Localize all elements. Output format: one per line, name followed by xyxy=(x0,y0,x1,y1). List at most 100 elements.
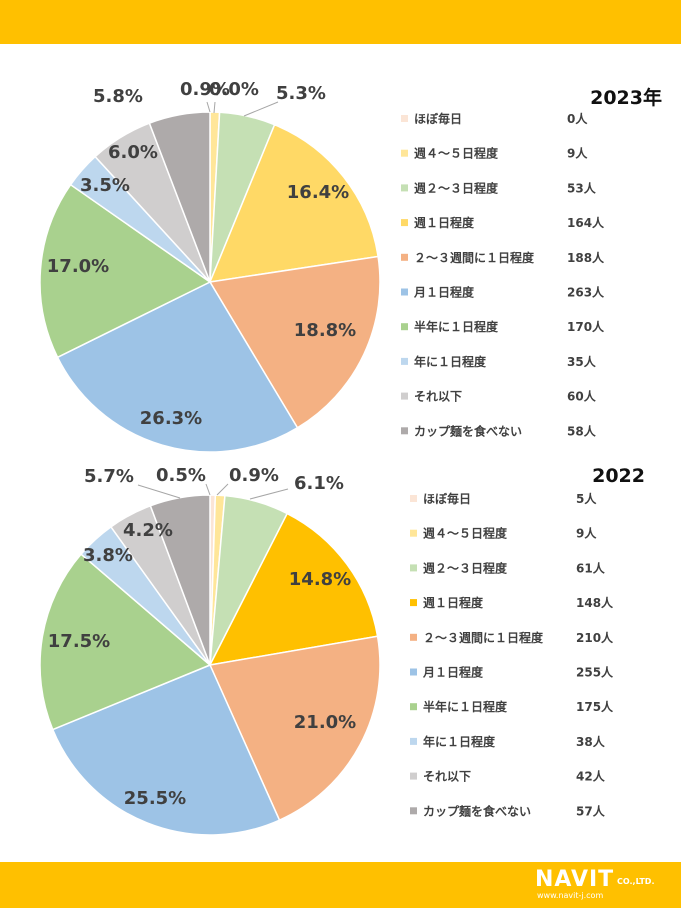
legend-marker xyxy=(401,357,408,365)
legend-value: 188人 xyxy=(567,250,605,265)
legend-label: 月１日程度 xyxy=(422,665,484,680)
percent-label: 5.3% xyxy=(276,83,326,104)
percent-label: 26.3% xyxy=(140,408,202,429)
legend-marker xyxy=(410,495,417,502)
leader-line xyxy=(243,101,279,117)
percent-label: 0.5% xyxy=(156,465,206,486)
percent-label: 5.7% xyxy=(84,466,134,487)
percent-label: 17.0% xyxy=(47,256,109,277)
legend-value: 5人 xyxy=(576,491,597,506)
legend-label: 半年に１日程度 xyxy=(414,319,499,334)
legend-label: 週１日程度 xyxy=(423,595,484,610)
legend-marker xyxy=(410,772,417,780)
percent-label: 17.5% xyxy=(48,631,110,652)
legend-marker xyxy=(401,115,408,122)
legend-value: 210人 xyxy=(576,630,614,645)
legend-marker xyxy=(401,288,408,296)
legend-label: 週１日程度 xyxy=(414,215,475,230)
percent-label: 0.0% xyxy=(209,79,259,100)
logo-suffix: CO.,LTD. xyxy=(617,877,655,886)
logo-name: NAVIT xyxy=(535,867,615,892)
leader-line xyxy=(205,483,211,496)
pie-slice xyxy=(208,635,381,822)
percent-label: 6.1% xyxy=(294,473,344,494)
legend-marker xyxy=(410,633,417,641)
percent-label: 6.0% xyxy=(108,142,158,163)
legend-marker xyxy=(401,219,408,227)
legend-value: 164人 xyxy=(567,215,605,230)
legend-marker xyxy=(410,668,417,676)
pie-slice xyxy=(208,255,381,429)
percent-label: 0.9% xyxy=(229,465,279,486)
footer-band xyxy=(0,862,681,908)
legend-marker xyxy=(401,184,408,192)
legend-value: 9人 xyxy=(576,526,597,541)
legend-value: 58人 xyxy=(567,423,597,438)
percent-label: 16.4% xyxy=(287,182,349,203)
legend-value: 9人 xyxy=(567,146,588,161)
legend-label: 半年に１日程度 xyxy=(423,699,508,714)
legend-value: 255人 xyxy=(576,665,614,680)
legend-marker xyxy=(401,253,408,261)
legend-marker xyxy=(401,427,408,435)
legend-value: 35人 xyxy=(567,354,597,369)
legend-marker xyxy=(410,529,417,537)
logo-url: www.navit-j.com xyxy=(537,891,604,900)
pie-slice xyxy=(208,123,379,283)
legend-value: 61人 xyxy=(576,560,606,575)
legend-value: 57人 xyxy=(576,803,606,818)
legend-label: 年に１日程度 xyxy=(423,734,496,749)
percent-label: 3.8% xyxy=(83,545,133,566)
legend-value: 0人 xyxy=(567,111,588,126)
pie-slice xyxy=(39,183,212,359)
legend-value: 175人 xyxy=(576,699,614,714)
legend-label: 週４～５日程度 xyxy=(423,526,508,541)
pie-chart-2022: 2022 0.5% 0.9% 6.1% 14.8% 21.0% 25.5% 17.5% 3.8%… xyxy=(39,465,645,836)
chart-title: 2023年 xyxy=(590,86,662,109)
legend-marker xyxy=(401,323,408,331)
legend-label: それ以下 xyxy=(414,390,462,404)
legend-label: それ以下 xyxy=(423,770,471,784)
pie-slice xyxy=(39,553,212,731)
legend-value: 42人 xyxy=(576,769,606,784)
percent-label: 0.9% xyxy=(180,79,230,100)
legend-marker xyxy=(410,807,417,815)
legend-label: ほぼ毎日 xyxy=(423,491,471,506)
legend-label: カップ麺を食べない xyxy=(414,423,522,438)
legend-value: 170人 xyxy=(567,319,605,334)
legend-label: ほぼ毎日 xyxy=(414,111,462,126)
navit-logo: NAVIT CO.,LTD. www.navit-j.com xyxy=(535,867,665,903)
legend-label: ２～３週間に１日程度 xyxy=(414,250,535,265)
legend-marker xyxy=(410,564,417,572)
leader-line xyxy=(137,484,181,499)
legend-marker xyxy=(410,737,417,745)
legend-value: 38人 xyxy=(576,734,606,749)
leader-line xyxy=(249,488,289,500)
legend-label: 週２～３日程度 xyxy=(414,180,499,195)
chart-title: 2022 xyxy=(592,465,645,487)
legend-marker xyxy=(410,599,417,607)
percent-label: 4.2% xyxy=(123,520,173,541)
legend-marker xyxy=(401,149,408,157)
pie-chart-2023: 2023年 0.0%0.9% 5.3% 16.4% 18.8% 26.3% 17.0% 3.5… xyxy=(39,79,662,453)
legend-marker xyxy=(410,703,417,711)
legend-label: 週２～３日程度 xyxy=(423,560,508,575)
legend-label: カップ麺を食べない xyxy=(423,803,531,818)
percent-label: 18.8% xyxy=(294,320,356,341)
legend-label: 週４～５日程度 xyxy=(414,146,499,161)
percent-label: 5.8% xyxy=(93,86,143,107)
legend-value: 263人 xyxy=(567,285,605,300)
pie-slice xyxy=(56,281,299,453)
leader-line xyxy=(216,483,229,496)
header-band xyxy=(0,0,681,44)
legend-value: 60人 xyxy=(567,389,597,404)
pie-slice xyxy=(51,664,281,836)
legend-marker xyxy=(401,392,408,400)
legend-value: 53人 xyxy=(567,180,597,195)
percent-label: 25.5% xyxy=(124,788,186,809)
leader-line xyxy=(206,101,211,113)
leader-line xyxy=(213,101,216,114)
legend-label: ２～３週間に１日程度 xyxy=(423,630,544,645)
legend-value: 148人 xyxy=(576,595,614,610)
legend-label: 年に１日程度 xyxy=(414,354,487,369)
